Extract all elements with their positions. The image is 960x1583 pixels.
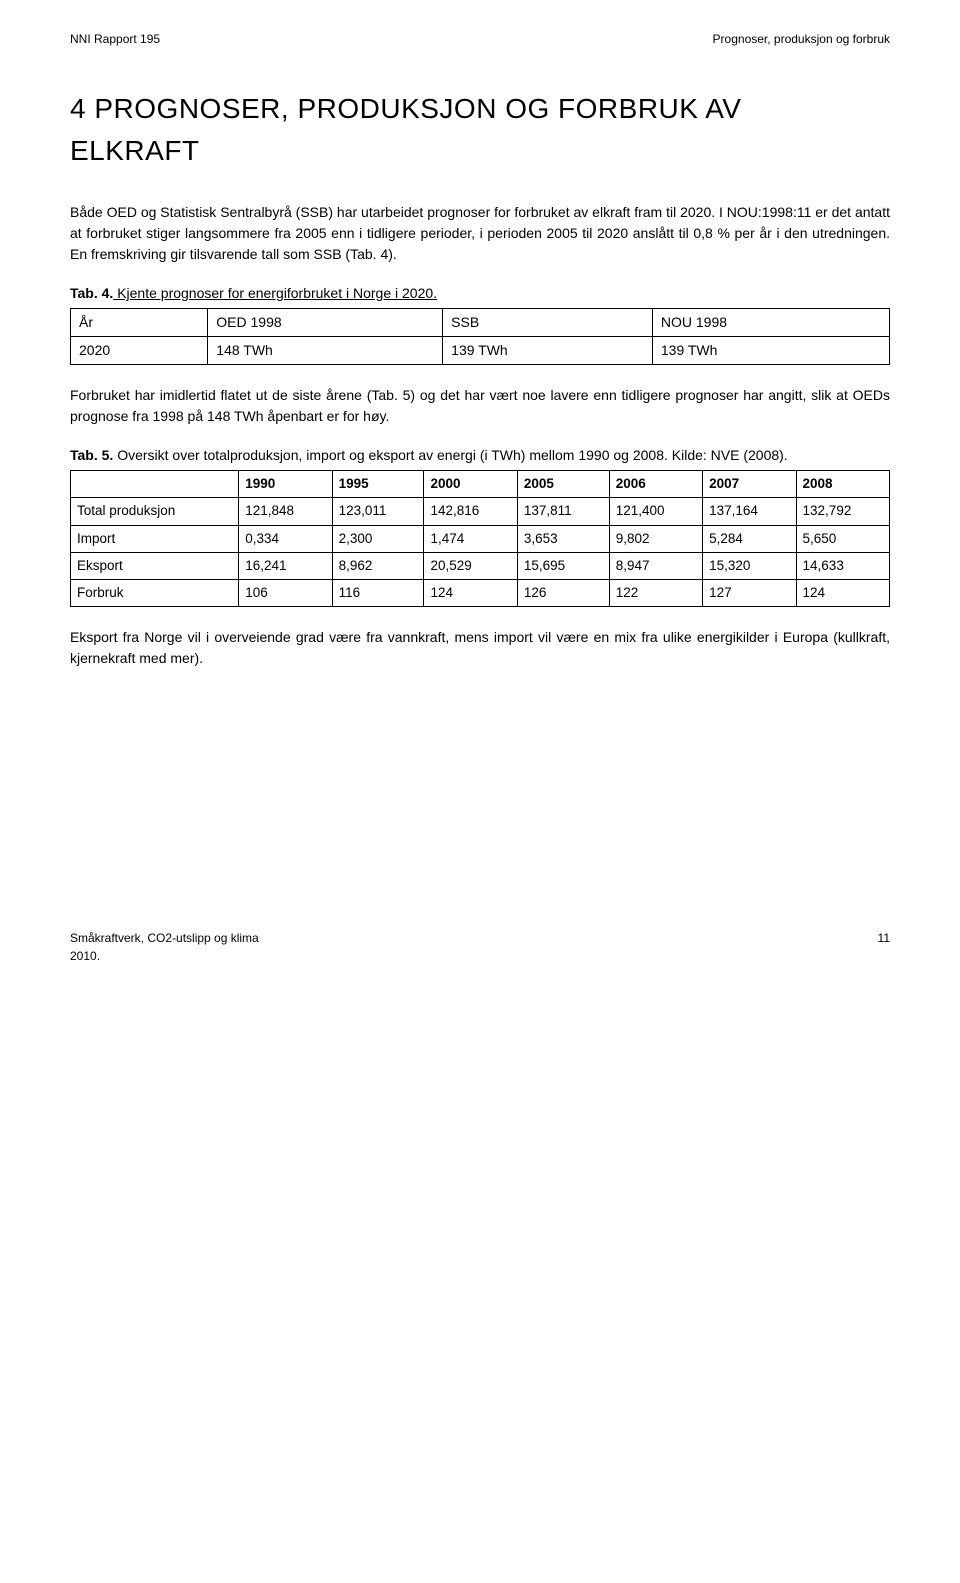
table-cell: 124 — [424, 580, 517, 607]
table-cell: Eksport — [71, 552, 239, 579]
table-cell: 0,334 — [239, 525, 332, 552]
title-number: 4 — [70, 93, 86, 124]
table-cell: 3,653 — [517, 525, 609, 552]
table4-caption: Tab. 4. Kjente prognoser for energiforbr… — [70, 283, 890, 304]
page-footer: Småkraftverk, CO2-utslipp og klima 2010.… — [70, 929, 890, 965]
table-cell: 20,529 — [424, 552, 517, 579]
table-cell: Total produksjon — [71, 498, 239, 525]
table-row: 1990 1995 2000 2005 2006 2007 2008 — [71, 471, 890, 498]
title-og: OG — [497, 93, 550, 124]
table-cell: 132,792 — [796, 498, 889, 525]
table5-caption-bold: Tab. 5. — [70, 447, 113, 463]
table4-caption-bold: Tab. 4. — [70, 285, 113, 301]
table-cell: NOU 1998 — [652, 309, 889, 337]
table-5: 1990 1995 2000 2005 2006 2007 2008 Total… — [70, 470, 890, 607]
title-av: AV — [698, 93, 741, 124]
table-header: 1990 — [239, 471, 332, 498]
table-cell: Import — [71, 525, 239, 552]
header-left: NNI Rapport 195 — [70, 30, 160, 48]
table4-caption-text: Kjente prognoser for energiforbruket i N… — [113, 285, 437, 301]
table-row: Import 0,334 2,300 1,474 3,653 9,802 5,2… — [71, 525, 890, 552]
table-cell: 127 — [703, 580, 796, 607]
table-4: År OED 1998 SSB NOU 1998 2020 148 TWh 13… — [70, 308, 890, 365]
table-cell: 121,400 — [609, 498, 702, 525]
table-cell: 106 — [239, 580, 332, 607]
title-elkraft: ELKRAFT — [70, 135, 200, 166]
table-cell: År — [71, 309, 208, 337]
table-cell: 124 — [796, 580, 889, 607]
table-cell: 137,811 — [517, 498, 609, 525]
table-cell: 14,633 — [796, 552, 889, 579]
table-cell: SSB — [443, 309, 653, 337]
table-cell: 139 TWh — [652, 337, 889, 365]
header-right: Prognoser, produksjon og forbruk — [713, 30, 890, 48]
table-header: 2006 — [609, 471, 702, 498]
running-header: NNI Rapport 195 Prognoser, produksjon og… — [70, 30, 890, 48]
table-cell: 142,816 — [424, 498, 517, 525]
table-cell: 8,962 — [332, 552, 424, 579]
table-cell: 8,947 — [609, 552, 702, 579]
footer-left: Småkraftverk, CO2-utslipp og klima 2010. — [70, 929, 259, 965]
table-cell: 2020 — [71, 337, 208, 365]
table-header: 2007 — [703, 471, 796, 498]
table-row: Forbruk 106 116 124 126 122 127 124 — [71, 580, 890, 607]
table-row: 2020 148 TWh 139 TWh 139 TWh — [71, 337, 890, 365]
table-cell: 122 — [609, 580, 702, 607]
table-cell: 15,695 — [517, 552, 609, 579]
table5-caption-text: Oversikt over totalproduksjon, import og… — [113, 447, 787, 463]
table-row: År OED 1998 SSB NOU 1998 — [71, 309, 890, 337]
table-header: 2000 — [424, 471, 517, 498]
table-cell: 1,474 — [424, 525, 517, 552]
table-header — [71, 471, 239, 498]
table-cell: 116 — [332, 580, 424, 607]
table-cell: 121,848 — [239, 498, 332, 525]
table5-caption: Tab. 5. Oversikt over totalproduksjon, i… — [70, 445, 890, 466]
table-cell: 5,650 — [796, 525, 889, 552]
table-row: Total produksjon 121,848 123,011 142,816… — [71, 498, 890, 525]
table-header: 1995 — [332, 471, 424, 498]
title-prognoser: PROGNOSER, — [86, 93, 289, 124]
page-number: 11 — [878, 929, 890, 965]
table-cell: 5,284 — [703, 525, 796, 552]
table-cell: 137,164 — [703, 498, 796, 525]
title-produksjon: PRODUKSJON — [289, 93, 497, 124]
footer-left-line1: Småkraftverk, CO2-utslipp og klima — [70, 931, 259, 945]
paragraph-3: Eksport fra Norge vil i overveiende grad… — [70, 627, 890, 669]
paragraph-2: Forbruket har imidlertid flatet ut de si… — [70, 385, 890, 427]
paragraph-1: Både OED og Statistisk Sentralbyrå (SSB)… — [70, 202, 890, 265]
table-cell: Forbruk — [71, 580, 239, 607]
table-cell: 2,300 — [332, 525, 424, 552]
table-cell: 16,241 — [239, 552, 332, 579]
table-cell: OED 1998 — [208, 309, 443, 337]
table-cell: 126 — [517, 580, 609, 607]
table-cell: 15,320 — [703, 552, 796, 579]
table-header: 2005 — [517, 471, 609, 498]
table-cell: 123,011 — [332, 498, 424, 525]
table-cell: 139 TWh — [443, 337, 653, 365]
page-title: 4 PROGNOSER, PRODUKSJON OG FORBRUK AV EL… — [70, 88, 890, 172]
table-header: 2008 — [796, 471, 889, 498]
table-cell: 148 TWh — [208, 337, 443, 365]
footer-left-line2: 2010. — [70, 949, 100, 963]
table-row: Eksport 16,241 8,962 20,529 15,695 8,947… — [71, 552, 890, 579]
title-forbruk: FORBRUK — [550, 93, 699, 124]
table-cell: 9,802 — [609, 525, 702, 552]
